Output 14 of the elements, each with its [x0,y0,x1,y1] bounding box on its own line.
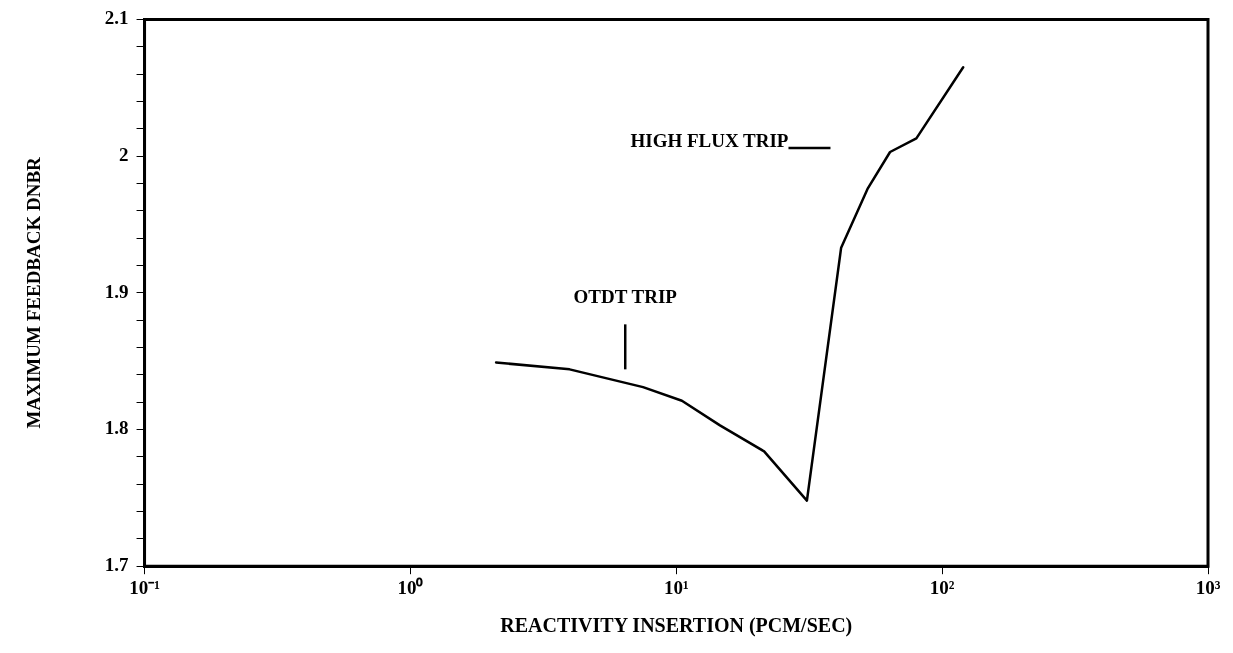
x-tick-label: 10⁻¹ [129,576,160,598]
x-tick-label: 10³ [1195,576,1221,598]
x-axis-title: REACTIVITY INSERTION (PCM/SEC) [500,614,853,638]
annotation: HIGH FLUX TRIP [630,130,789,152]
y-tick-label: 1.9 [104,280,129,302]
y-tick-label: 2 [119,144,129,166]
x-tick-label: 10¹ [663,576,689,598]
y-tick-label: 1.8 [104,417,129,439]
annotation: OTDT TRIP [573,285,678,307]
y-axis-title: MAXIMUM FEEDBACK DNBR [23,156,45,429]
x-tick-label: 10² [929,576,955,598]
x-tick-label: 10⁰ [397,576,424,598]
y-tick-label: 2.1 [104,7,129,29]
y-tick-label: 1.7 [104,554,130,576]
